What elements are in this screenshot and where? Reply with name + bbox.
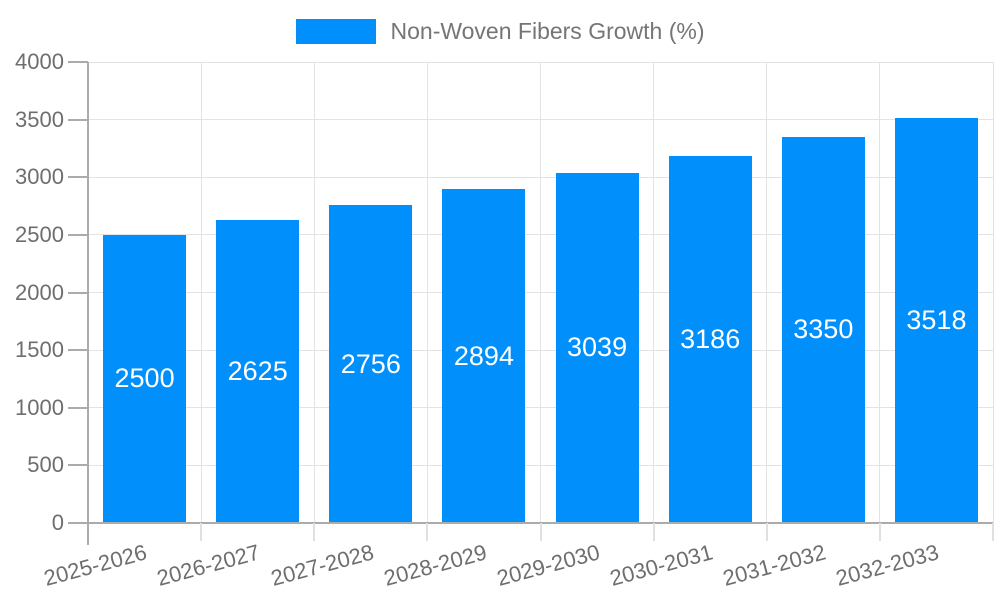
y-axis-tick-label: 3500	[15, 106, 64, 132]
y-axis-tick	[68, 118, 88, 121]
v-gridline	[653, 62, 655, 523]
v-gridline	[766, 62, 768, 523]
v-gridline	[426, 62, 428, 523]
v-gridline	[540, 62, 541, 523]
bar[interactable]: 2756	[329, 205, 413, 523]
v-gridline	[313, 62, 315, 523]
x-axis-tick-label: 2031-2032	[720, 539, 829, 591]
y-axis-tick-label: 3000	[15, 164, 64, 190]
x-axis-tick-label: 2026-2027	[154, 539, 263, 591]
bar[interactable]: 2894	[442, 189, 526, 523]
bar[interactable]: 3186	[668, 155, 752, 523]
bar-value-label: 3518	[906, 304, 967, 335]
bar-value-label: 3350	[793, 314, 854, 345]
bar[interactable]: 3350	[781, 136, 865, 523]
bar-value-label: 3039	[567, 332, 628, 363]
x-axis-tick	[539, 523, 542, 541]
bar-value-label: 2756	[340, 348, 401, 379]
x-axis-tick-label: 2030-2031	[607, 539, 716, 591]
y-axis-tick	[68, 349, 88, 352]
x-axis-tick	[426, 523, 429, 541]
bar-value-label: 2894	[453, 340, 514, 371]
x-axis-tick	[765, 523, 768, 541]
bar-value-label: 3186	[680, 323, 741, 354]
x-axis-tick	[992, 523, 994, 541]
v-gridline	[200, 62, 202, 523]
bar[interactable]: 2625	[216, 220, 300, 523]
x-axis-tick-label: 2032-2033	[833, 539, 942, 591]
bar-value-label: 2625	[227, 356, 288, 387]
y-axis-tick-label: 500	[27, 452, 64, 478]
y-axis-tick	[68, 406, 88, 409]
x-axis-tick	[313, 523, 316, 541]
y-axis-tick	[68, 522, 88, 524]
y-axis-tick	[68, 176, 88, 179]
y-axis-tick	[68, 291, 88, 294]
bar[interactable]: 3518	[894, 117, 978, 523]
y-axis-tick	[68, 464, 88, 467]
y-axis-tick-label: 0	[51, 510, 64, 535]
y-axis-tick-label: 4000	[15, 49, 64, 74]
y-axis-tick-label: 1500	[15, 337, 64, 363]
y-axis-line	[87, 62, 89, 545]
v-gridline	[992, 62, 994, 523]
legend-label: Non-Woven Fibers Growth (%)	[390, 18, 705, 44]
bar-value-label: 2500	[114, 363, 175, 394]
x-axis-tick	[652, 523, 655, 541]
y-axis-tick-label: 1000	[15, 394, 64, 420]
y-axis-tick	[68, 233, 88, 236]
v-gridline	[879, 62, 881, 523]
x-axis-tick-label: 2027-2028	[267, 539, 376, 591]
x-axis-tick-label: 2029-2030	[494, 539, 603, 591]
bar[interactable]: 2500	[103, 234, 187, 523]
y-axis-tick-label: 2500	[15, 221, 64, 247]
y-axis-tick	[68, 61, 88, 63]
x-axis-tick	[878, 523, 881, 541]
legend-swatch-icon	[295, 19, 376, 44]
x-axis-tick-label: 2028-2029	[380, 539, 490, 591]
x-axis-tick	[200, 523, 203, 541]
legend-item[interactable]: Non-Woven Fibers Growth (%)	[0, 18, 1000, 45]
bar[interactable]: 3039	[555, 172, 639, 523]
x-axis-tick-label: 2025-2026	[41, 539, 150, 591]
y-axis-tick-label: 2000	[15, 279, 64, 305]
